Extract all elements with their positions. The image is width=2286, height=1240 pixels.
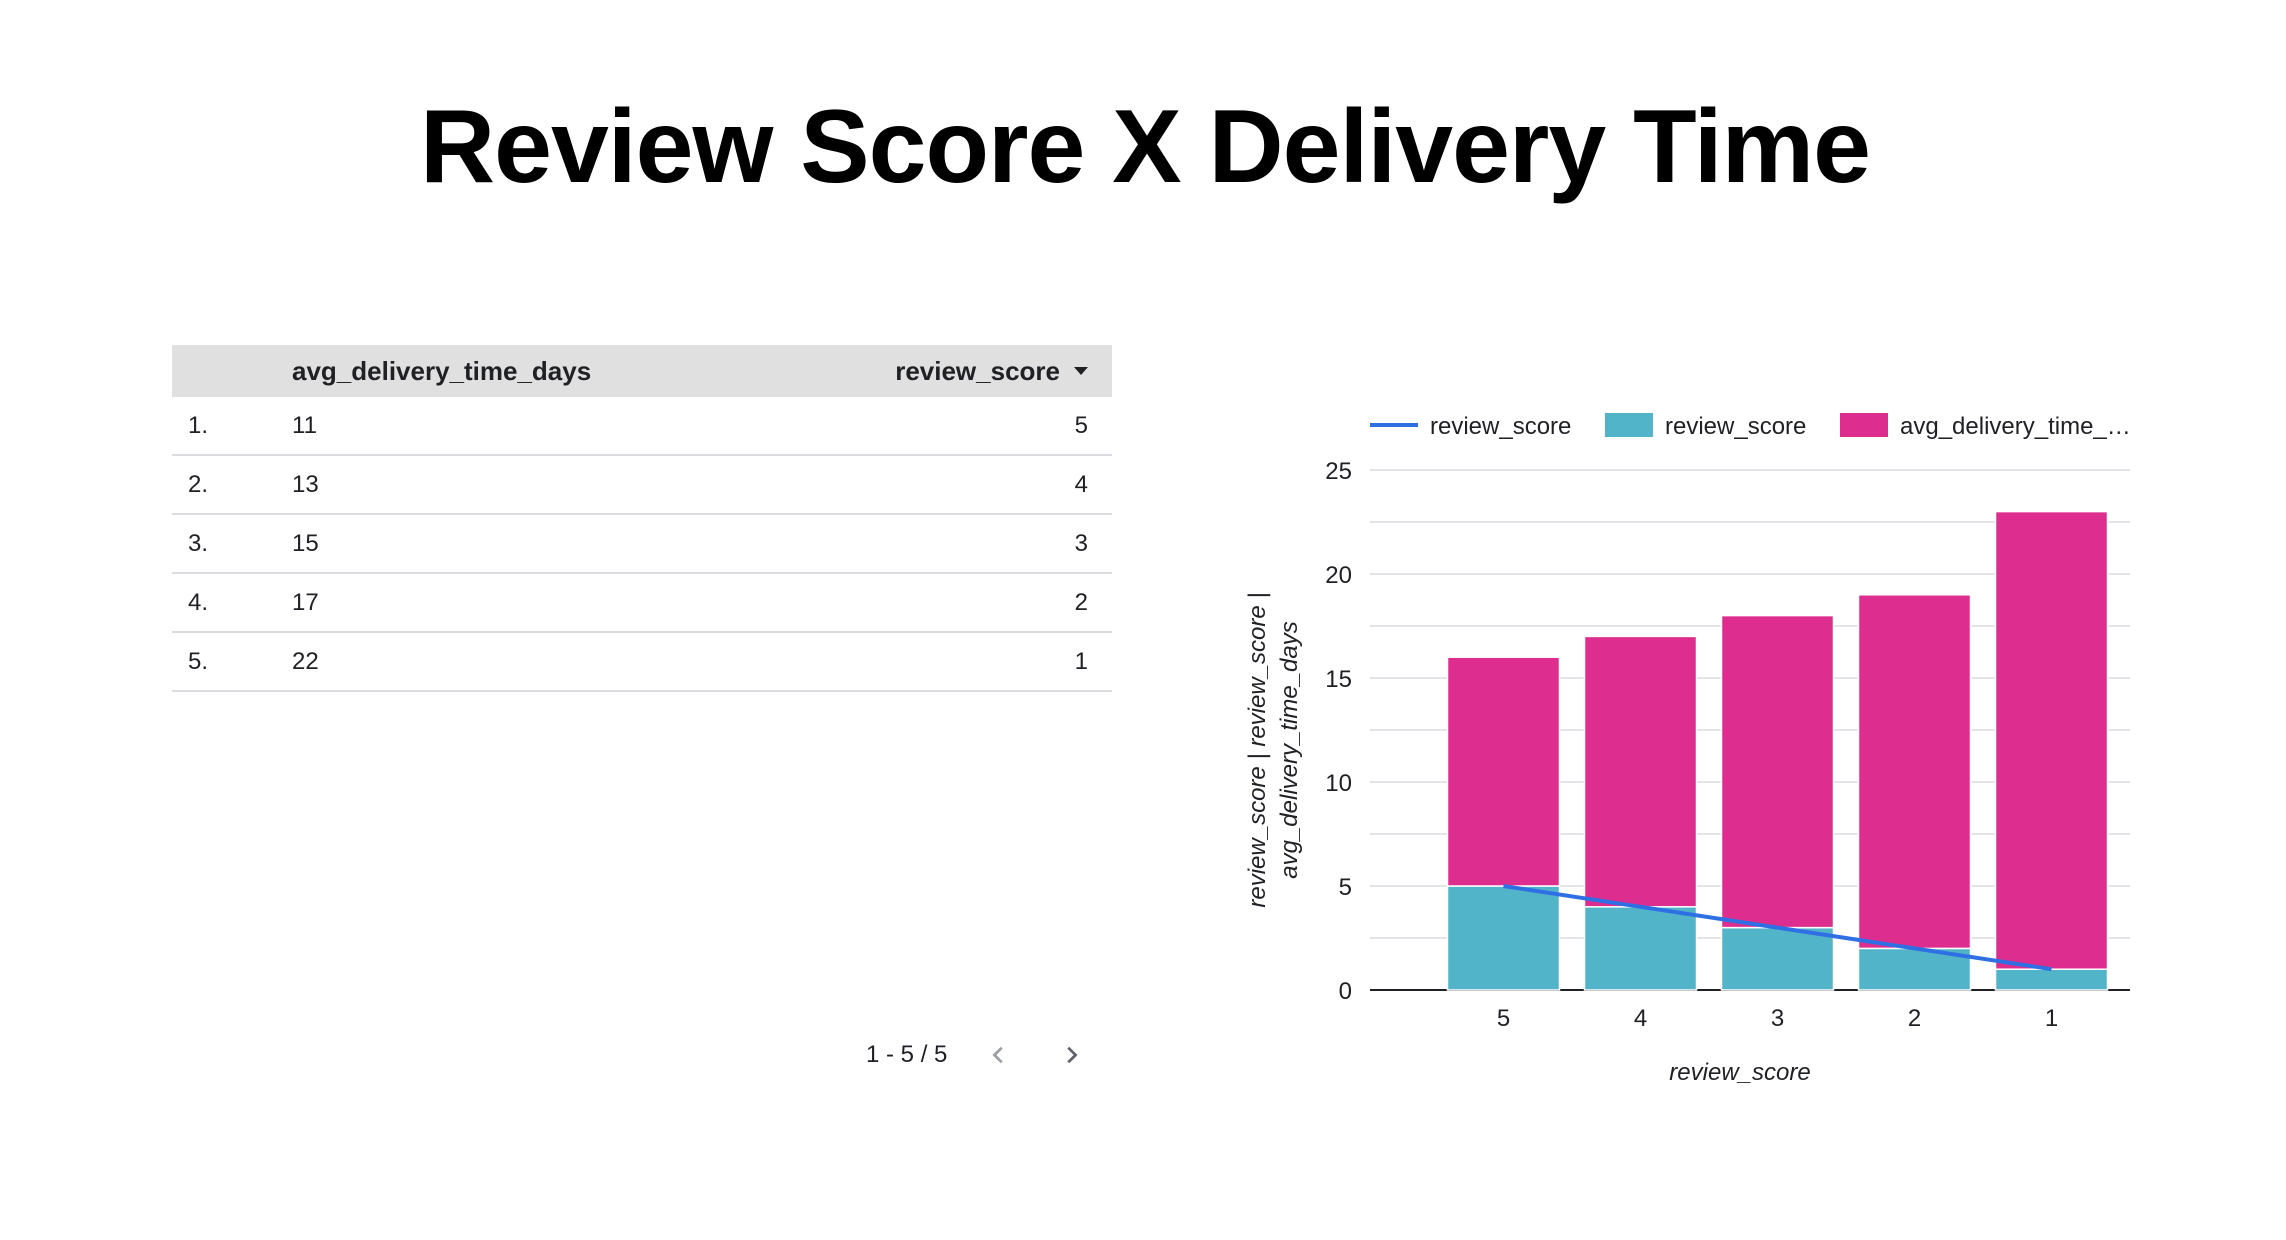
table-row: 4. 17 2 (172, 574, 1112, 633)
y-axis-label-line-2: avg_delivery_time_days (1276, 621, 1303, 878)
x-tick-label: 4 (1634, 1005, 1647, 1032)
legend-bar-swatch (1605, 413, 1653, 437)
cell-avg-delivery-time-days: 15 (292, 529, 319, 557)
x-tick-label: 3 (1771, 1005, 1784, 1032)
row-index: 2. (188, 470, 209, 498)
y-tick-label: 25 (1325, 458, 1352, 485)
y-tick-label: 20 (1325, 562, 1352, 589)
sort-descending-icon[interactable] (1074, 367, 1088, 375)
stacked-bar-chart: 0 5 10 15 20 25 5 4 3 2 1 review_score review_score … (1244, 413, 2131, 1086)
column-header-avg-delivery-time-days[interactable]: avg_delivery_time_days (292, 355, 592, 386)
cell-review-score: 4 (1074, 470, 1088, 498)
bar-avg-delivery-time (1994, 510, 2109, 970)
row-index: 5. (188, 647, 209, 675)
table-pagination: 1 - 5 / 5 (866, 1035, 1091, 1075)
legend-label: review_score (1665, 413, 1806, 440)
x-tick-label: 2 (1908, 1005, 1921, 1032)
table-row: 3. 15 3 (172, 515, 1112, 574)
row-index: 4. (188, 588, 209, 616)
y-tick-label: 5 (1339, 874, 1352, 901)
data-table: avg_delivery_time_days review_score 1. 1… (172, 345, 1112, 692)
row-index: 1. (188, 411, 209, 439)
bar-review-score (1720, 926, 1835, 991)
line-review-score (1503, 884, 2052, 972)
legend-label: review_score (1430, 413, 1571, 440)
cell-avg-delivery-time-days: 22 (292, 647, 319, 675)
table-header: avg_delivery_time_days review_score (172, 345, 1112, 397)
bar-avg-delivery-time (1857, 594, 1972, 950)
y-axis-label-line-1: review_score | review_score | (1244, 592, 1271, 907)
bar-avg-delivery-time (1720, 614, 1835, 929)
bar-avg-delivery-time (1446, 656, 1561, 887)
legend-bar-swatch (1840, 413, 1888, 437)
cell-review-score: 2 (1074, 588, 1088, 616)
row-index: 3. (188, 529, 209, 557)
cell-review-score: 3 (1074, 529, 1088, 557)
cell-review-score: 1 (1074, 647, 1088, 675)
cell-avg-delivery-time-days: 13 (292, 470, 319, 498)
y-tick-label: 15 (1325, 666, 1352, 693)
table-row: 1. 11 5 (172, 397, 1112, 456)
cell-review-score: 5 (1074, 411, 1088, 439)
bar-review-score (1446, 885, 1561, 991)
y-tick-label: 10 (1325, 770, 1352, 797)
column-header-review-score[interactable]: review_score (812, 356, 1112, 387)
chevron-left-icon[interactable] (979, 1035, 1019, 1075)
pagination-label: 1 - 5 / 5 (866, 1041, 948, 1068)
x-axis-label: review_score (1669, 1059, 1810, 1086)
y-tick-label: 0 (1339, 978, 1352, 1005)
cell-avg-delivery-time-days: 11 (292, 411, 317, 439)
bar-review-score (1994, 968, 2109, 991)
table-row: 5. 22 1 (172, 633, 1112, 692)
bar-review-score (1583, 906, 1698, 991)
chevron-right-icon[interactable] (1051, 1035, 1091, 1075)
table-row: 2. 13 4 (172, 456, 1112, 515)
cell-avg-delivery-time-days: 17 (292, 588, 319, 616)
x-tick-label: 1 (2045, 1005, 2058, 1032)
page-title: Review Score X Delivery Time (420, 89, 1871, 205)
bar-avg-delivery-time (1583, 635, 1698, 908)
column-header-label: review_score (895, 355, 1060, 386)
legend-label: avg_delivery_time_… (1900, 413, 2131, 440)
x-tick-label: 5 (1497, 1005, 1510, 1032)
